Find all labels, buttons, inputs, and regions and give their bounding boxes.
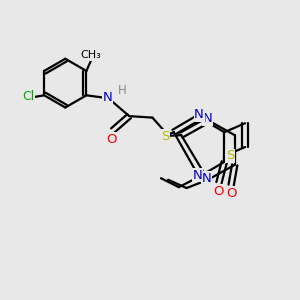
- Text: S: S: [161, 130, 169, 142]
- Text: O: O: [106, 133, 117, 146]
- Text: O: O: [226, 187, 236, 200]
- Text: Cl: Cl: [22, 90, 35, 103]
- Text: H: H: [118, 84, 126, 97]
- Text: N: N: [202, 172, 211, 185]
- Text: N: N: [203, 112, 213, 125]
- Text: N: N: [194, 108, 204, 122]
- Text: O: O: [214, 184, 224, 197]
- Text: S: S: [226, 149, 234, 162]
- Text: N: N: [193, 169, 202, 182]
- Text: N: N: [103, 91, 113, 104]
- Text: CH₃: CH₃: [80, 50, 101, 61]
